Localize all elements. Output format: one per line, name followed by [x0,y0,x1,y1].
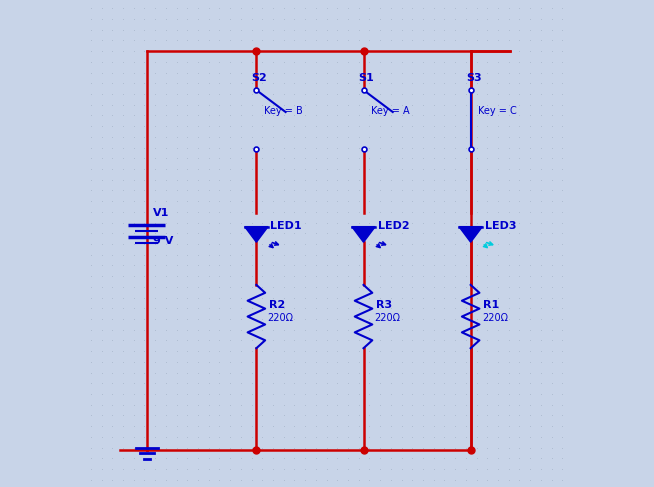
Polygon shape [352,226,375,242]
Polygon shape [245,226,268,242]
Text: R1: R1 [483,300,500,310]
Text: S2: S2 [252,74,267,83]
Text: LED3: LED3 [485,221,516,231]
Text: 220Ω: 220Ω [375,314,401,323]
Text: LED1: LED1 [270,221,302,231]
Text: 220Ω: 220Ω [267,314,294,323]
Text: R2: R2 [269,300,285,310]
Text: LED2: LED2 [377,221,409,231]
Text: 220Ω: 220Ω [482,314,508,323]
Text: V1: V1 [152,208,169,218]
Text: S3: S3 [466,74,481,83]
Polygon shape [459,226,483,242]
Text: R3: R3 [376,300,392,310]
Text: Key = C: Key = C [478,107,517,116]
Text: S1: S1 [358,74,374,83]
Text: 9 V: 9 V [152,236,173,246]
Text: Key = B: Key = B [264,107,302,116]
Text: Key = A: Key = A [371,107,409,116]
